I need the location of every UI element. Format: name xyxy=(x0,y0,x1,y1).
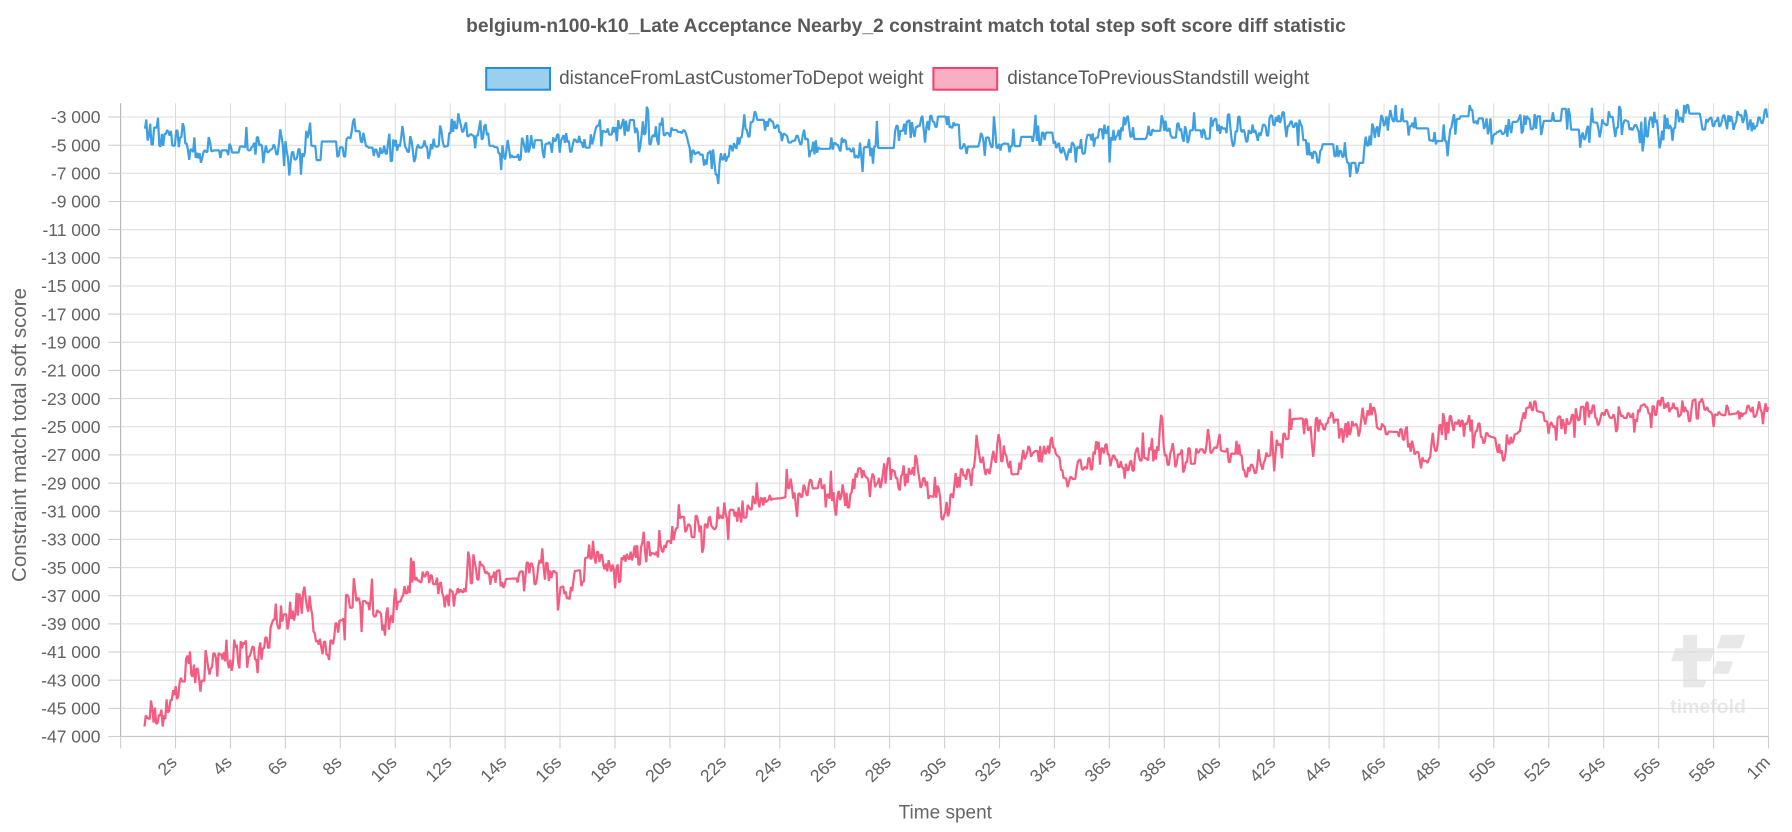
svg-text:-35 000: -35 000 xyxy=(41,558,101,578)
svg-text:-45 000: -45 000 xyxy=(41,699,101,719)
svg-text:-25 000: -25 000 xyxy=(41,417,101,437)
svg-text:-43 000: -43 000 xyxy=(41,670,101,690)
svg-text:-39 000: -39 000 xyxy=(41,614,101,634)
svg-text:-27 000: -27 000 xyxy=(41,445,101,465)
svg-text:-15 000: -15 000 xyxy=(41,276,101,296)
svg-text:distanceToPreviousStandstill w: distanceToPreviousStandstill weight xyxy=(1007,68,1310,89)
svg-text:-47 000: -47 000 xyxy=(41,727,101,747)
svg-text:-7 000: -7 000 xyxy=(51,164,101,184)
svg-text:-31 000: -31 000 xyxy=(41,501,101,521)
svg-text:-37 000: -37 000 xyxy=(41,586,101,606)
svg-text:-9 000: -9 000 xyxy=(51,192,101,212)
svg-text:-19 000: -19 000 xyxy=(41,333,101,353)
svg-text:-3 000: -3 000 xyxy=(51,107,101,127)
svg-text:-29 000: -29 000 xyxy=(41,473,101,493)
svg-text:-21 000: -21 000 xyxy=(41,361,101,381)
svg-text:-11 000: -11 000 xyxy=(42,220,100,240)
svg-text:-33 000: -33 000 xyxy=(41,530,101,550)
svg-text:-23 000: -23 000 xyxy=(41,389,101,409)
svg-text:-17 000: -17 000 xyxy=(41,304,101,324)
svg-text:belgium-n100-k10_Late Acceptan: belgium-n100-k10_Late Acceptance Nearby_… xyxy=(466,16,1346,37)
svg-text:-13 000: -13 000 xyxy=(41,248,101,268)
svg-text:-5 000: -5 000 xyxy=(51,135,101,155)
svg-text:Constraint match total soft sc: Constraint match total soft score xyxy=(8,288,31,582)
svg-text:-41 000: -41 000 xyxy=(41,642,101,662)
svg-text:distanceFromLastCustomerToDepo: distanceFromLastCustomerToDepot weight xyxy=(559,68,924,89)
svg-text:timefold: timefold xyxy=(1670,696,1746,718)
svg-text:Time spent: Time spent xyxy=(899,802,993,823)
